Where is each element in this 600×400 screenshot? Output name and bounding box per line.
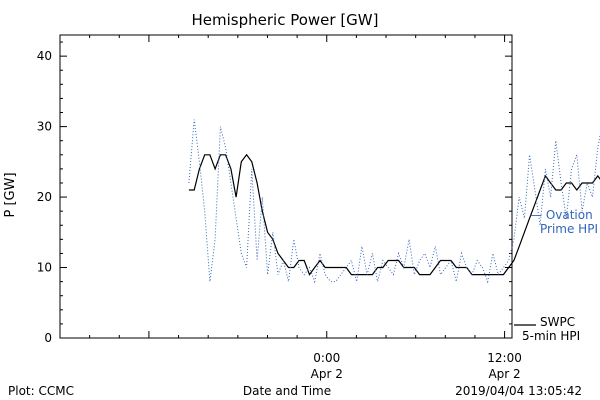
legend-ovation-line1: — Ovation xyxy=(530,208,593,222)
y-tick-label: 0 xyxy=(44,331,52,345)
x-tick-label-date: Apr 2 xyxy=(488,367,520,381)
y-tick-label: 10 xyxy=(37,261,52,275)
x-tick-label-date: Apr 2 xyxy=(311,367,343,381)
y-tick-label: 40 xyxy=(37,49,52,63)
y-axis-label: P [GW] xyxy=(3,172,18,217)
legend-swpc-line2: 5-min HPI xyxy=(522,329,580,343)
x-axis-label: Date and Time xyxy=(243,384,331,398)
chart-title: Hemispheric Power [GW] xyxy=(192,11,379,29)
x-tick-label-time: 0:00 xyxy=(313,351,340,365)
x-tick-label-time: 12:00 xyxy=(487,351,522,365)
footer-timestamp: 2019/04/04 13:05:42 xyxy=(455,384,582,398)
series-ovation-line xyxy=(188,119,600,284)
y-tick-label: 20 xyxy=(37,190,52,204)
plot-frame xyxy=(59,34,513,339)
legend-swpc-line1: SWPC xyxy=(540,315,575,329)
legend-ovation-line2: Prime HPI xyxy=(540,222,598,236)
series-swpc-line xyxy=(188,153,600,276)
footer-plot-source: Plot: CCMC xyxy=(8,384,74,398)
y-tick-label: 30 xyxy=(37,120,52,134)
